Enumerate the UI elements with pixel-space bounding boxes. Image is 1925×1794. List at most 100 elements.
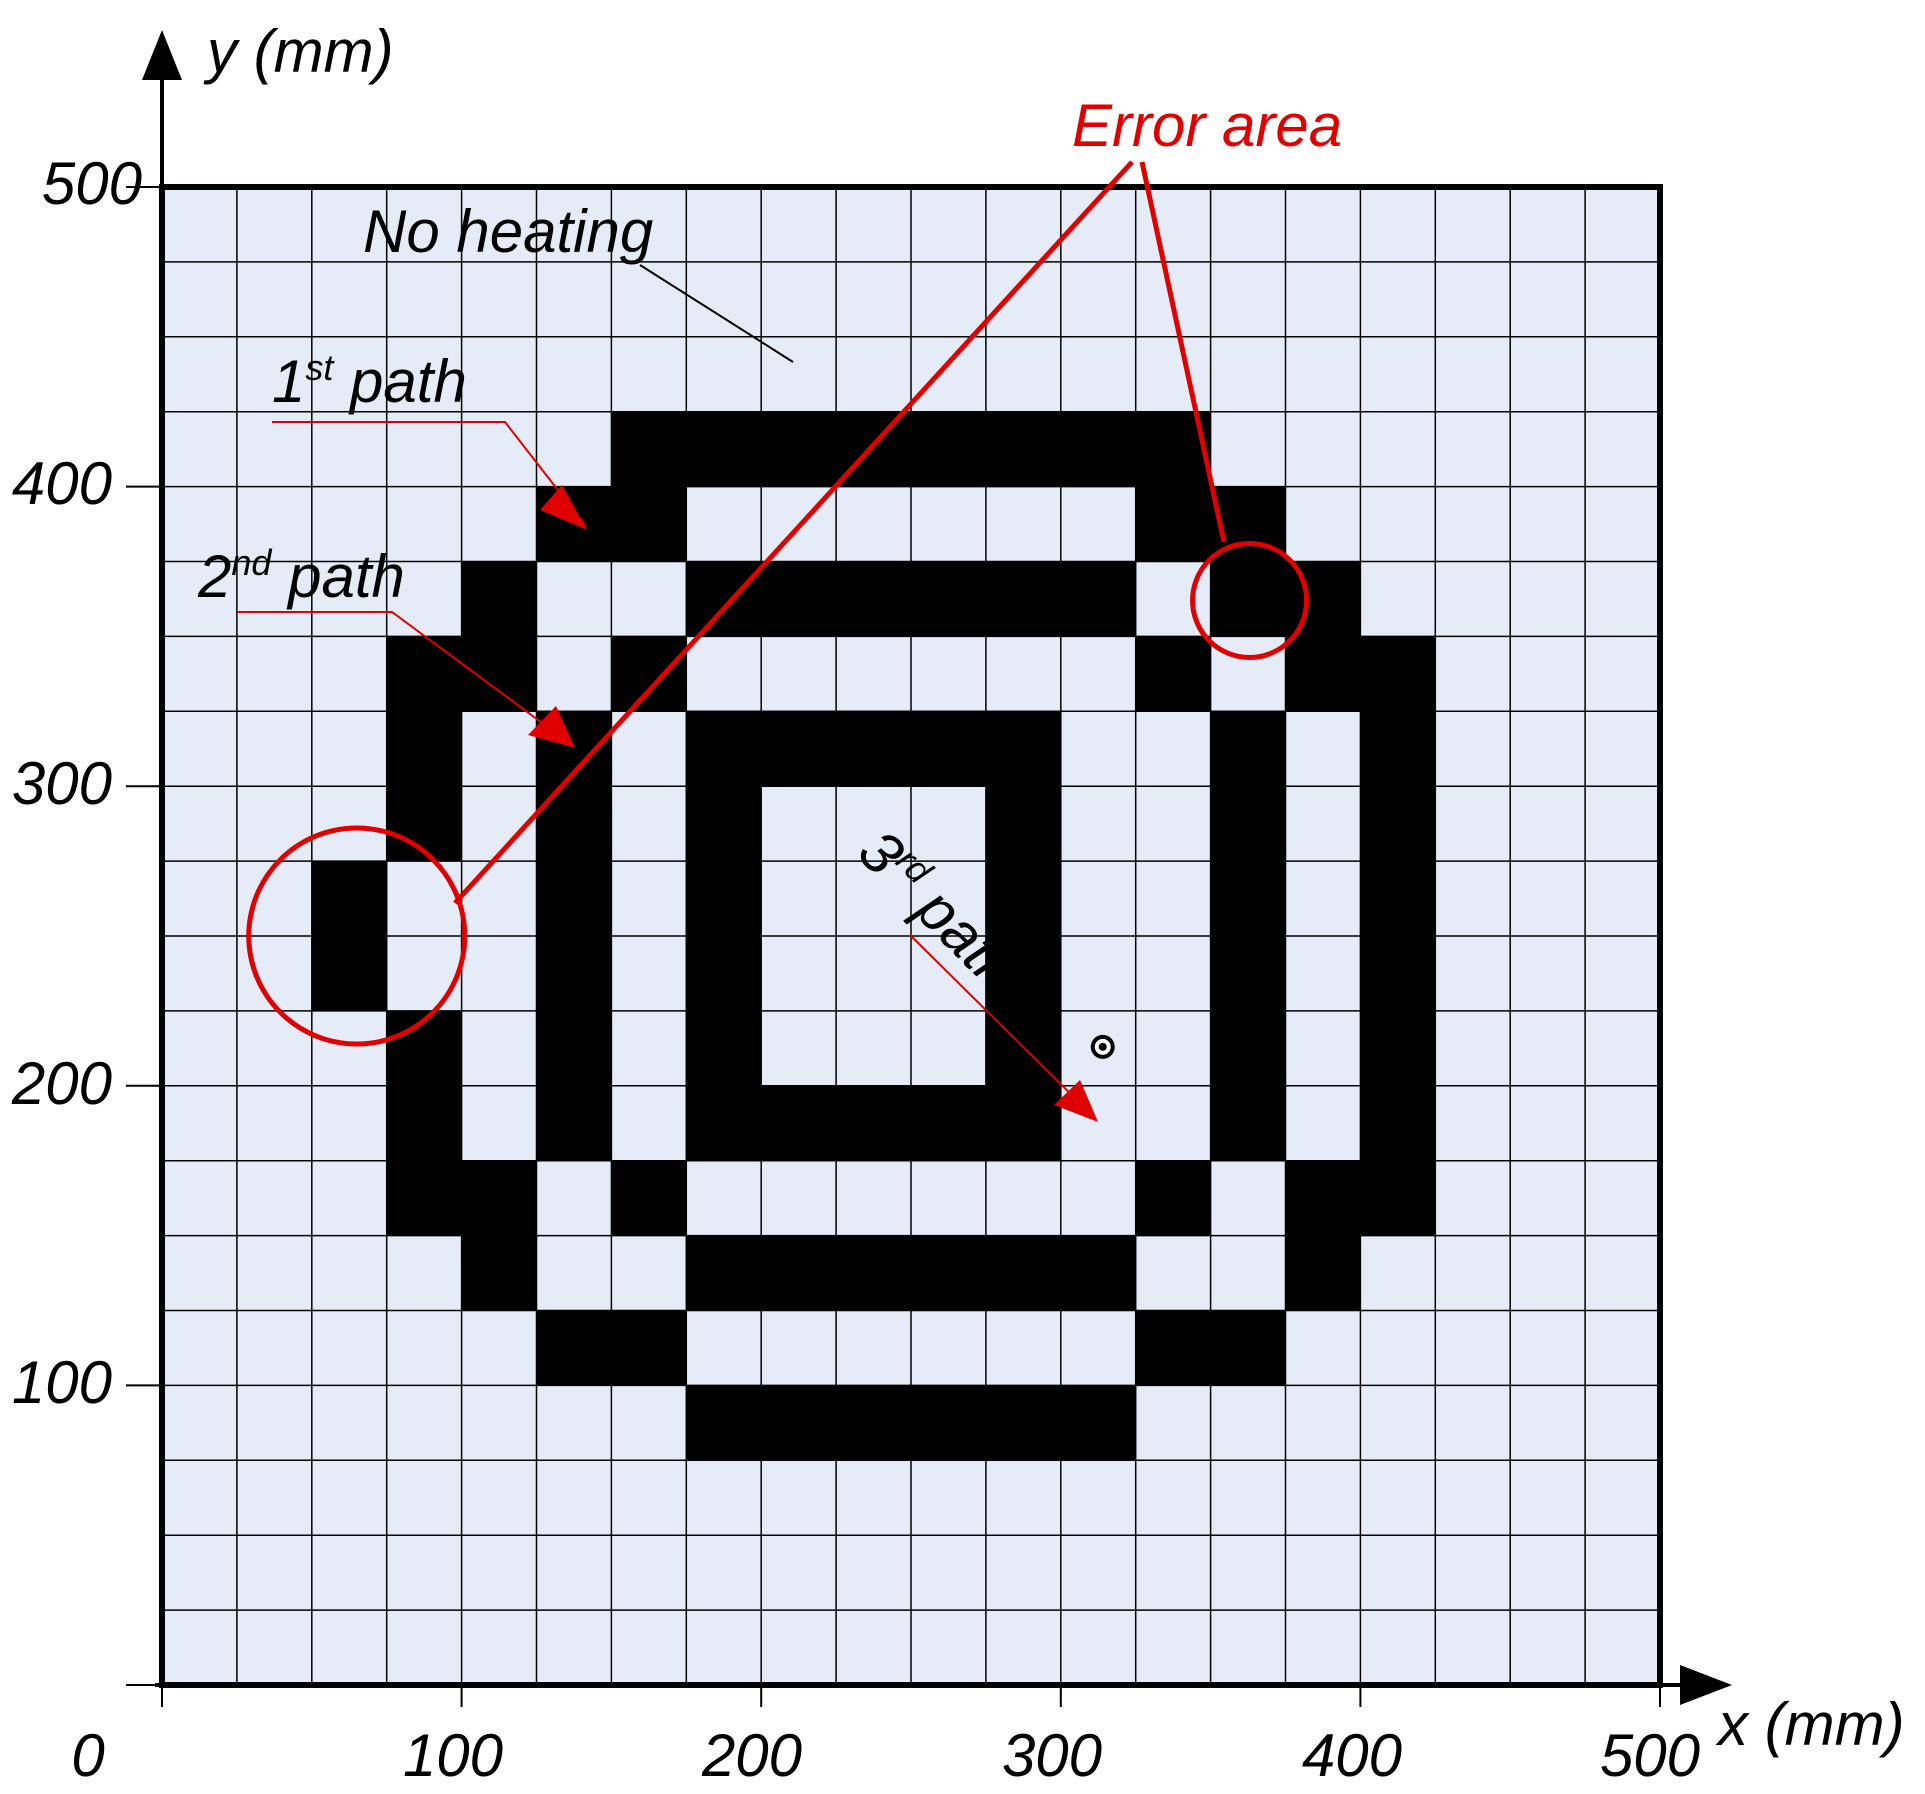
heated-cell [1210, 561, 1286, 637]
heated-cell [1360, 1010, 1436, 1086]
x-tick-label-400: 400 [1302, 1722, 1402, 1789]
y-tick-label-400: 400 [12, 450, 112, 517]
heated-cell [1285, 636, 1361, 712]
x-axis-label: x (mm) [1715, 1691, 1905, 1758]
y-tick-label-100: 100 [12, 1349, 112, 1416]
heated-cell [985, 786, 1061, 862]
x-tick-label-500: 500 [1600, 1722, 1700, 1789]
heated-cell [761, 411, 837, 487]
heated-cell [911, 1385, 986, 1461]
heated-cell [461, 1160, 537, 1236]
x-tick-label-300: 300 [1002, 1722, 1102, 1789]
heated-cell [686, 936, 762, 1011]
heated-cell [536, 786, 612, 862]
start-marker-dot [1098, 1042, 1107, 1051]
heated-cell [1360, 1085, 1436, 1161]
heated-cell [1285, 1160, 1361, 1236]
heated-cell [536, 1010, 612, 1086]
path3-arrowhead [1054, 1080, 1098, 1122]
heated-cell [536, 1310, 612, 1386]
heated-cell [761, 1085, 837, 1161]
y-tick-label-300: 300 [12, 750, 112, 817]
heated-cell [461, 636, 537, 712]
heated-cell [1060, 561, 1136, 637]
heated-cell [836, 1235, 911, 1311]
heated-cell [985, 561, 1061, 637]
heated-cell [686, 711, 762, 787]
heated-cell [311, 861, 387, 936]
no-heating-leader [639, 264, 794, 363]
heated-cell [386, 1160, 462, 1236]
path2-label: 2nd path [197, 542, 405, 610]
x-axis-arrowhead [1680, 1665, 1732, 1705]
x-tick-label-100: 100 [403, 1722, 503, 1789]
heated-cell [985, 411, 1061, 487]
heated-cell [611, 411, 687, 487]
heated-cell [611, 1160, 687, 1236]
heated-cell [1135, 486, 1211, 562]
heated-cell [686, 1235, 762, 1311]
path2-arrowhead [528, 706, 575, 748]
heated-cell [761, 1235, 837, 1311]
heated-cell [761, 561, 837, 637]
heated-cell [1210, 1010, 1286, 1086]
x-tick-label-0: 0 [71, 1722, 104, 1789]
error-callout-left [453, 160, 1134, 905]
heated-cell [1360, 936, 1436, 1011]
heated-cell [536, 936, 612, 1011]
y-tick-label-200: 200 [11, 1050, 112, 1117]
heated-cell [985, 861, 1061, 936]
heated-cell [686, 561, 762, 637]
heated-cell [386, 711, 462, 787]
heated-cell [836, 1385, 911, 1461]
heated-cell [1060, 411, 1136, 487]
heated-cell [311, 936, 387, 1011]
heated-cell [686, 411, 762, 487]
heated-cell [985, 1085, 1061, 1161]
error-callout-right [1139, 161, 1227, 543]
heated-cell [911, 1085, 986, 1161]
heated-cell [1210, 786, 1286, 862]
heated-cell [386, 1085, 462, 1161]
heated-cell [611, 486, 687, 562]
path1-arrowhead [540, 485, 587, 530]
heated-cell [536, 1085, 612, 1161]
heated-cell [836, 1085, 911, 1161]
heated-cell [761, 711, 837, 787]
y-axis-label: y (mm) [203, 18, 394, 85]
path1-label: 1st path [272, 347, 467, 415]
heated-cell [386, 636, 462, 712]
heated-cell [985, 936, 1061, 1011]
heated-cell [1360, 711, 1436, 787]
heated-cell [461, 1235, 537, 1311]
heated-cell [1360, 636, 1436, 712]
heated-cell [1210, 936, 1286, 1011]
heated-cell [985, 1385, 1061, 1461]
heated-cell [686, 786, 762, 862]
heated-cell [1135, 1310, 1211, 1386]
heated-cell [611, 636, 687, 712]
heated-cell [985, 711, 1061, 787]
heated-cell [1210, 861, 1286, 936]
heated-cell [1135, 636, 1211, 712]
heated-cell [1135, 1160, 1211, 1236]
heated-cell [1210, 1310, 1286, 1386]
heated-cell [686, 1085, 762, 1161]
heated-cells [311, 411, 1436, 1461]
grid-lines [162, 187, 1660, 1685]
heated-cell [911, 561, 986, 637]
no-heating-label: No heating [363, 198, 653, 265]
heated-cell [1060, 1385, 1136, 1461]
y-axis-arrowhead [142, 30, 182, 80]
heated-cell [836, 711, 911, 787]
heated-cell [1285, 1235, 1361, 1311]
heated-cell [911, 711, 986, 787]
heated-cell [461, 561, 537, 637]
error-circle-right [1190, 540, 1310, 660]
heated-cell [1360, 1160, 1436, 1236]
x-tick-label-200: 200 [701, 1722, 802, 1789]
heated-cell [1210, 1085, 1286, 1161]
heated-cell [761, 1385, 837, 1461]
heated-cell [1210, 711, 1286, 787]
